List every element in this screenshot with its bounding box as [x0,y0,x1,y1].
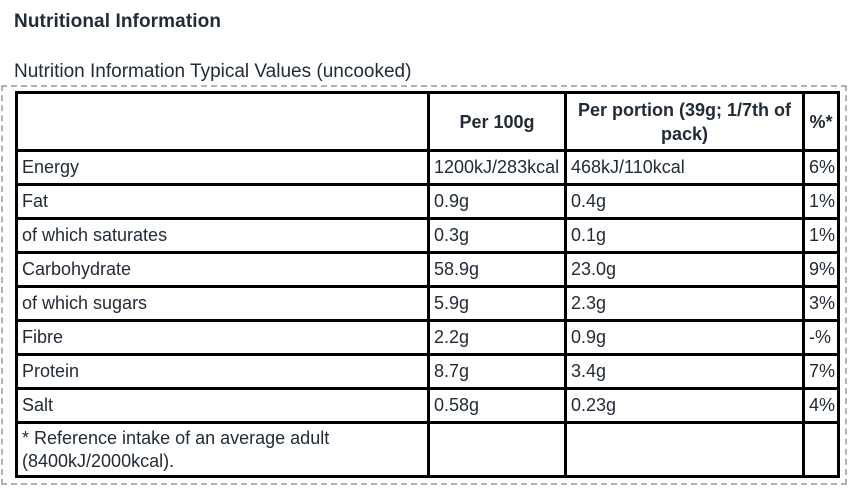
cell-label: of which saturates [15,217,430,254]
cell-per-portion: 3.4g [564,353,805,390]
cell-label: Carbohydrate [15,251,430,288]
table-body: Energy 1200kJ/283kcal 468kJ/110kcal 6% Fat 0.… [15,149,840,424]
table-row: Salt 0.58g 0.23g 4% [15,387,840,424]
table-row: of which sugars 5.9g 2.3g 3% [15,285,840,322]
cell-per-portion: 2.3g [564,285,805,322]
cell-label: Salt [15,387,430,424]
cell-percent: 7% [802,353,840,390]
cell-per-portion: 23.0g [564,251,805,288]
cell-per-portion: 468kJ/110kcal [564,149,805,186]
cell-per100g: 0.3g [427,217,567,254]
table-row: Fibre 2.2g 0.9g -% [15,319,840,356]
cell-per100g: 1200kJ/283kcal [427,149,567,186]
table-caption: Nutrition Information Typical Values (un… [14,61,412,82]
nutrition-panel: Per 100g Per portion (39g; 1/7th of pack… [1,85,847,485]
cell-label: Protein [15,353,430,390]
cell-percent: 4% [802,387,840,424]
table-row: Energy 1200kJ/283kcal 468kJ/110kcal 6% [15,149,840,186]
cell-label: of which sugars [15,285,430,322]
cell-percent: 1% [802,183,840,220]
nutrition-table: Per 100g Per portion (39g; 1/7th of pack… [15,91,840,478]
cell-percent: 9% [802,251,840,288]
cell-percent: 1% [802,217,840,254]
cell-label: Fibre [15,319,430,356]
cell-per-portion: 0.1g [564,217,805,254]
cell-per100g: 58.9g [427,251,567,288]
cell-label: Fat [15,183,430,220]
empty-cell [802,421,840,478]
cell-per100g: 0.58g [427,387,567,424]
footnote-row: * Reference intake of an average adult (… [15,421,840,478]
page-title: Nutritional Information [14,11,222,32]
footnote-cell: * Reference intake of an average adult (… [15,421,430,478]
cell-per-portion: 0.9g [564,319,805,356]
empty-cell [564,421,805,478]
cell-percent: 3% [802,285,840,322]
cell-per-portion: 0.4g [564,183,805,220]
header-cell-per100g: Per 100g [427,91,567,152]
cell-per-portion: 0.23g [564,387,805,424]
table-row: of which saturates 0.3g 0.1g 1% [15,217,840,254]
table-row: Carbohydrate 58.9g 23.0g 9% [15,251,840,288]
cell-label: Energy [15,149,430,186]
cell-percent: 6% [802,149,840,186]
table-row: Fat 0.9g 0.4g 1% [15,183,840,220]
cell-per100g: 2.2g [427,319,567,356]
cell-per100g: 0.9g [427,183,567,220]
cell-per100g: 5.9g [427,285,567,322]
header-cell-per-portion: Per portion (39g; 1/7th of pack) [564,91,805,152]
table-row: Protein 8.7g 3.4g 7% [15,353,840,390]
header-cell-percent: %* [802,91,840,152]
cell-percent: -% [802,319,840,356]
header-cell-blank [15,91,430,152]
header-row: Per 100g Per portion (39g; 1/7th of pack… [15,91,840,152]
cell-per100g: 8.7g [427,353,567,390]
empty-cell [427,421,567,478]
